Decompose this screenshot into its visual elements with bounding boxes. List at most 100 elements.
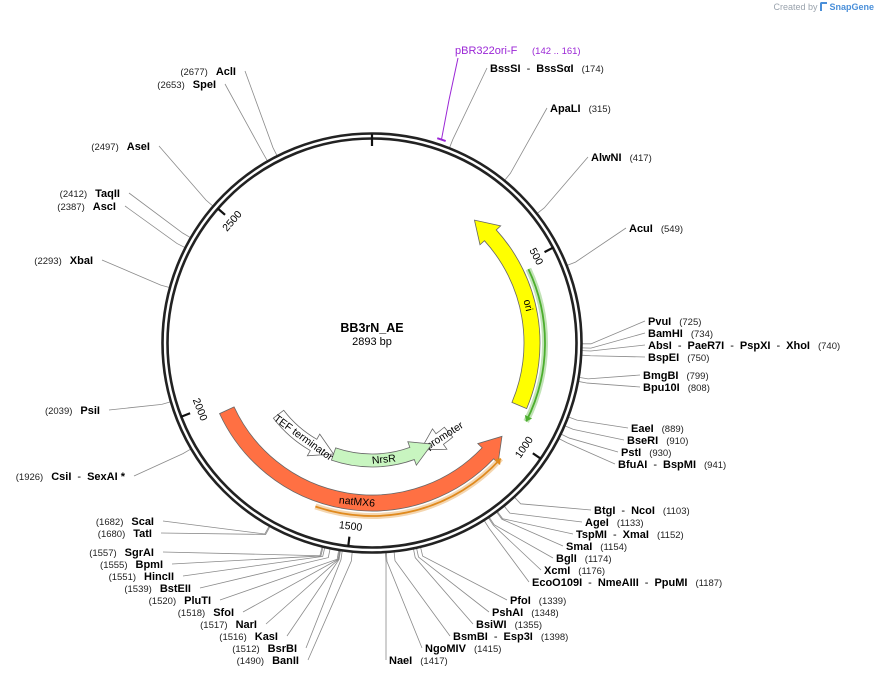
site-psti[interactable]: PstI (930)	[621, 447, 671, 459]
leader-line-sfoi	[242, 550, 340, 613]
site-name-hincii: HincII	[144, 571, 174, 583]
site-name-smai: SmaI	[566, 541, 592, 553]
site-asei[interactable]: (2497) AseI	[91, 141, 150, 153]
site-nari[interactable]: (1517) NarI	[200, 619, 257, 631]
leader-line-hincii	[182, 547, 326, 577]
leader-line-pfoi	[420, 547, 508, 601]
site-alwni[interactable]: AlwNI (417)	[591, 152, 652, 164]
site-agei[interactable]: AgeI (1133)	[585, 517, 644, 529]
site-position: (1133)	[617, 518, 644, 529]
site-bsssi[interactable]: BssSI - BssSαI (174)	[490, 63, 604, 75]
tick-label-1500: 1500	[338, 519, 363, 534]
site-bsteii[interactable]: (1539) BstEII	[124, 583, 191, 595]
leader-line-bsmbi	[393, 551, 451, 637]
site-name-bfuai: BfuAI	[618, 459, 647, 471]
site-acli[interactable]: (2677) AclI	[180, 66, 236, 78]
site-name-sexai: SexAI *	[87, 471, 126, 483]
site-xcmi[interactable]: XcmI (1176)	[544, 565, 605, 577]
site-taqii[interactable]: (2412) TaqII	[60, 188, 120, 200]
site-hincii[interactable]: (1551) HincII	[109, 571, 174, 583]
snapgene-credit: Created by SnapGene	[773, 2, 874, 12]
site-ngomiv[interactable]: NgoMIV (1415)	[425, 643, 501, 655]
site-name-esp3i: Esp3I	[504, 631, 533, 643]
site-naei[interactable]: NaeI (1417)	[389, 655, 448, 667]
site-psii[interactable]: (2039) PsiI	[45, 405, 100, 417]
site-tati[interactable]: (1680) TatI	[98, 528, 152, 540]
site-name-acui: AcuI	[629, 223, 653, 235]
site-bamhi[interactable]: BamHI (734)	[648, 328, 713, 340]
leader-line-bsrbi	[305, 550, 343, 649]
site-name-pvui: PvuI	[648, 316, 671, 328]
site-bpu10i[interactable]: Bpu10I (808)	[643, 382, 710, 394]
site-position: (1103)	[663, 506, 690, 517]
site-position: (2677)	[180, 67, 207, 78]
site-position: (2412)	[60, 189, 87, 200]
site-apali[interactable]: ApaLI (315)	[550, 103, 611, 115]
leader-line-banii	[307, 552, 353, 661]
site-name-pfoi: PfoI	[510, 595, 531, 607]
site-name-separator: -	[588, 577, 592, 589]
site-position: (174)	[582, 64, 604, 75]
site-bmgbi[interactable]: BmgBI (799)	[643, 370, 709, 382]
site-ecoo109i[interactable]: EcoO109I - NmeAIII - PpuMI (1187)	[532, 577, 722, 589]
site-banii[interactable]: (1490) BanII	[237, 655, 299, 667]
site-name-nmeaiii: NmeAIII	[598, 577, 639, 589]
site-smai[interactable]: SmaI (1154)	[566, 541, 627, 553]
leader-line-ngomiv	[385, 552, 423, 649]
site-bsrbi[interactable]: (1512) BsrBI	[232, 643, 297, 655]
credit-brand: SnapGene	[829, 2, 874, 12]
leader-line-bseri	[564, 425, 625, 441]
site-name-pluti: PluTI	[184, 595, 211, 607]
site-absi[interactable]: AbsI - PaeR7I - PspXI - XhoI (740)	[648, 340, 840, 352]
site-csii[interactable]: (1926) CsiI - SexAI *	[16, 471, 126, 483]
site-asci[interactable]: (2387) AscI	[57, 201, 116, 213]
site-position: (1516)	[219, 632, 246, 643]
site-bfuai[interactable]: BfuAI - BspMI (941)	[618, 459, 726, 471]
site-name-xcmi: XcmI	[544, 565, 570, 577]
site-acui[interactable]: AcuI (549)	[629, 223, 683, 235]
leader-line-btgi	[514, 496, 592, 511]
site-name-bseri: BseRI	[627, 435, 658, 447]
leader-line-acui	[566, 227, 627, 266]
site-position: (1551)	[109, 572, 136, 583]
site-pshai[interactable]: PshAI (1348)	[492, 607, 559, 619]
site-spei[interactable]: (2653) SpeI	[157, 79, 216, 91]
site-position: (1680)	[98, 529, 125, 540]
site-pfoi[interactable]: PfoI (1339)	[510, 595, 566, 607]
site-position: (1355)	[515, 620, 542, 631]
site-name-bsteii: BstEII	[160, 583, 191, 595]
site-name-separator: -	[494, 631, 498, 643]
site-kasi[interactable]: (1516) KasI	[219, 631, 278, 643]
site-pvui[interactable]: PvuI (725)	[648, 316, 701, 328]
site-bsiwi[interactable]: BsiWI (1355)	[476, 619, 542, 631]
site-name-xhoi: XhoI	[786, 340, 810, 352]
site-name-psti: PstI	[621, 447, 641, 459]
site-position: (1520)	[149, 596, 176, 607]
site-bgli[interactable]: BglI (1174)	[556, 553, 612, 565]
site-btgi[interactable]: BtgI - NcoI (1103)	[594, 505, 690, 517]
site-position: (417)	[630, 153, 652, 164]
tick-mark-1000	[532, 452, 542, 460]
site-bpmi[interactable]: (1555) BpmI	[100, 559, 163, 571]
site-xbai[interactable]: (2293) XbaI	[34, 255, 93, 267]
site-pluti[interactable]: (1520) PluTI	[149, 595, 211, 607]
leader-line-sgrai	[162, 546, 323, 557]
site-name-separator: -	[613, 529, 617, 541]
site-name-bspmi: BspMI	[663, 459, 696, 471]
site-sgrai[interactable]: (1557) SgrAI	[89, 547, 154, 559]
site-name-alwni: AlwNI	[591, 152, 622, 164]
site-name-tspmi: TspMI	[576, 529, 607, 541]
site-tspmi[interactable]: TspMI - XmaI (1152)	[576, 529, 684, 541]
site-bsmbi[interactable]: BsmBI - Esp3I (1398)	[453, 631, 568, 643]
leader-line-smai	[496, 511, 564, 547]
site-sfoi[interactable]: (1518) SfoI	[178, 607, 234, 619]
site-name-bsmbi: BsmBI	[453, 631, 488, 643]
site-bspei[interactable]: BspEI (750)	[648, 352, 709, 364]
leader-line-absi	[581, 344, 646, 352]
site-name-scai: ScaI	[131, 516, 154, 528]
site-eaei[interactable]: EaeI (889)	[631, 423, 684, 435]
site-scai[interactable]: (1682) ScaI	[96, 516, 154, 528]
site-bseri[interactable]: BseRI (910)	[627, 435, 688, 447]
site-name-nari: NarI	[236, 619, 257, 631]
